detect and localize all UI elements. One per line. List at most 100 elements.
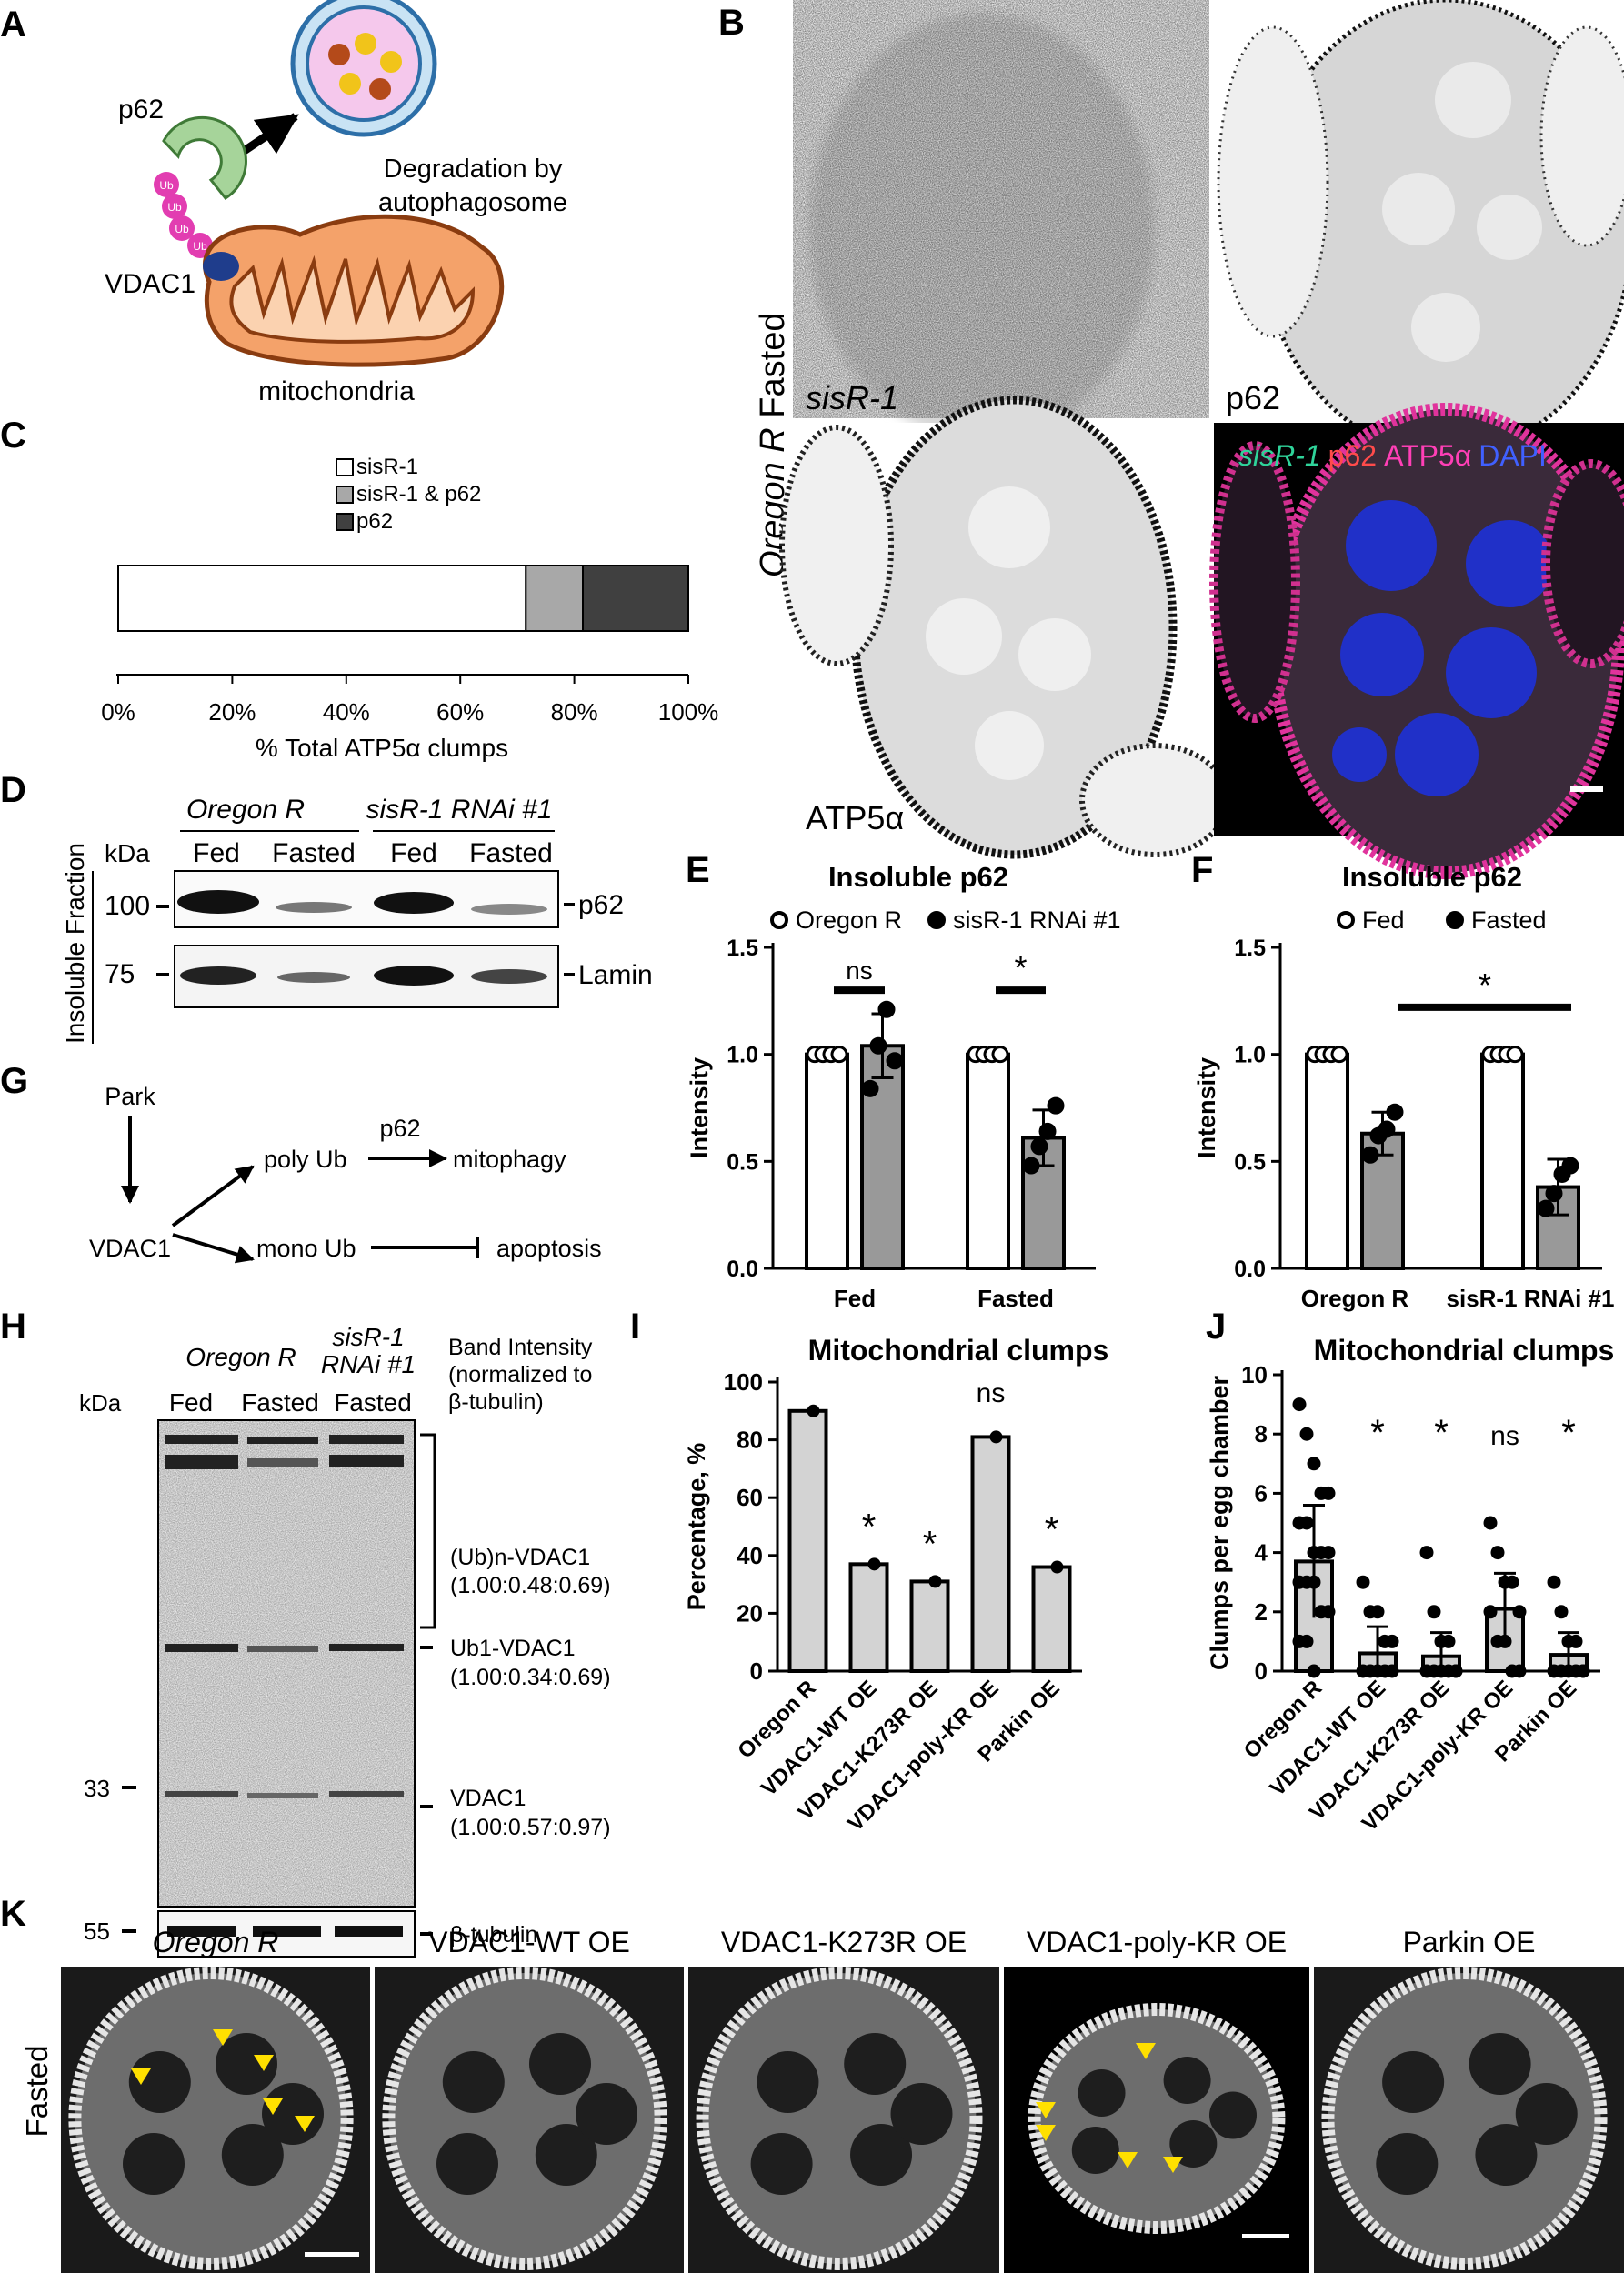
data-point (1370, 1605, 1385, 1619)
y-tick-label: 8 (1255, 1420, 1268, 1447)
data-point (886, 1052, 904, 1070)
arrow-icon (172, 1233, 255, 1264)
k-tiles: Oregon R VDAC1-WT OE VDAC1-K273R OE VDAC1-p… (61, 1926, 1624, 2273)
scale-bar (1242, 2234, 1289, 2238)
d-mw-label: 75 (105, 959, 135, 989)
y-tick-label: 0 (750, 1657, 763, 1685)
b-tile-p62-label: p62 (1226, 379, 1280, 416)
data-point (1483, 1516, 1498, 1530)
h-bi-line3: β-tubulin) (448, 1389, 544, 1415)
data-point (1386, 1103, 1404, 1121)
k-nucleus (750, 2133, 813, 2195)
data-point (1321, 1605, 1336, 1619)
y-tick-label: 6 (1255, 1479, 1268, 1507)
bar (966, 1052, 1010, 1270)
panel-letter-i: I (630, 1307, 640, 1347)
d-kda-label: kDa (105, 839, 150, 867)
autophagosome-icon (290, 0, 437, 137)
data-point (1292, 1397, 1307, 1412)
b-tile-atp5a: ATP5α (779, 396, 1230, 859)
k-nucleus (1382, 2051, 1445, 2113)
c-legend-swatch (336, 486, 354, 504)
k-nucleus (1071, 2127, 1119, 2174)
y-tick-label: 1.5 (727, 936, 758, 961)
significance-label: * (1014, 949, 1027, 986)
vdac1-icon (203, 252, 239, 281)
data-point (1427, 1605, 1441, 1619)
significance-label: * (1434, 1413, 1449, 1453)
panel-f-chart: Insoluble p62 Fed Fasted 0.0 0.5 1.0 1.5 Intens… (1193, 861, 1614, 1312)
panel-letter-g: G (0, 1061, 28, 1101)
data-point (1545, 1185, 1563, 1203)
k-nucleus (844, 2033, 907, 2095)
y-tick-label: 2 (1255, 1598, 1268, 1626)
significance-label: * (923, 1524, 937, 1564)
data-point (1321, 1486, 1336, 1500)
y-axis-label: Intensity (686, 1057, 713, 1158)
data-point (1050, 1560, 1064, 1574)
panel-k-micrographs: Fasted Oregon R VDAC1-WT OE VDAC1-K273R OE… (20, 1926, 1624, 2273)
scale-bar (305, 2252, 359, 2257)
b-tile-atp5a-label: ATP5α (806, 799, 904, 836)
k-side-label: Fasted (20, 2046, 54, 2138)
h-bi-line1: Band Intensity (448, 1335, 593, 1360)
k-nucleus (128, 2051, 191, 2113)
chart-title: Insoluble p62 (1342, 861, 1522, 893)
data-point (869, 1036, 887, 1055)
data-point (1022, 1157, 1040, 1175)
data-point (991, 1046, 1009, 1064)
a-mitochondria-label: mitochondria (258, 376, 415, 406)
c-x-ticks: 0% 20% 40% 60% 80% 100% (101, 675, 718, 726)
panel-letter-j: J (1206, 1307, 1226, 1347)
legend-marker (1446, 911, 1464, 929)
b-tile-merge: sisR-1 p62 ATP5α DAPI (1209, 403, 1624, 879)
data-point (1385, 1664, 1399, 1678)
y-tick-label: 0 (1255, 1657, 1268, 1685)
k-nucleus (890, 2083, 953, 2145)
bar (787, 1408, 828, 1674)
h-band2-line2: (1.00:0.34:0.69) (450, 1665, 611, 1690)
h-band1-line1: (Ub)n-VDAC1 (450, 1545, 590, 1570)
data-point (807, 1404, 820, 1417)
c-tick-label: 40% (323, 698, 370, 726)
y-axis-label: Intensity (1193, 1057, 1220, 1158)
b-merge-legend: sisR-1 p62 ATP5α DAPI (1238, 439, 1547, 472)
panel-letter-c: C (0, 416, 26, 456)
chart-title: Mitochondrial clumps (808, 1334, 1109, 1367)
ubiquitin-chain-icon: Ub Ub Ub Ub (154, 172, 213, 258)
panel-i-chart: Mitochondrial clumps 0 20 40 60 80 100 Percenta… (683, 1334, 1108, 1837)
significance-label: * (1561, 1413, 1576, 1453)
data-point (1419, 1546, 1434, 1560)
h-band4-label: β-tubulin (450, 1922, 537, 1948)
ub-label: Ub (193, 240, 207, 253)
k-nucleus (216, 2033, 277, 2095)
ub-label: Ub (159, 179, 174, 192)
y-tick-label: 80 (737, 1427, 763, 1454)
c-legend-label: sisR-1 & p62 (356, 482, 481, 506)
k-nucleus (1475, 2124, 1538, 2186)
arrowhead-icon (254, 2055, 274, 2071)
b-side-label: Oregon R Fasted (754, 313, 792, 577)
legend-marker (770, 911, 788, 929)
y-tick-label: 4 (1255, 1539, 1268, 1567)
c-bar-segment (525, 565, 585, 632)
legend-label: sisR-1 RNAi #1 (953, 906, 1121, 934)
data-point (1361, 1146, 1379, 1164)
significance-label: * (1045, 1510, 1059, 1550)
a-degradation-line1: Degradation by (384, 155, 563, 184)
data-point (1299, 1516, 1314, 1530)
data-point (1490, 1546, 1505, 1560)
d-group2-label: sisR-1 RNAi #1 (366, 795, 552, 825)
data-point (1506, 1046, 1524, 1064)
c-bar-segment (582, 565, 690, 632)
x-tick-label: Fasted (977, 1285, 1054, 1312)
chart-title: Insoluble p62 (828, 861, 1008, 893)
c-tick-label: 80% (551, 698, 598, 726)
h-mw-label: 55 (84, 1918, 110, 1945)
k-nucleus (1169, 2120, 1218, 2168)
legend-label: Oregon R (796, 906, 902, 934)
k-tile-title: VDAC1-WT OE (428, 1926, 630, 1958)
c-legend-label: p62 (356, 509, 393, 534)
y-tick-label: 1.0 (1234, 1043, 1266, 1068)
mitochondrion-icon (203, 214, 505, 367)
